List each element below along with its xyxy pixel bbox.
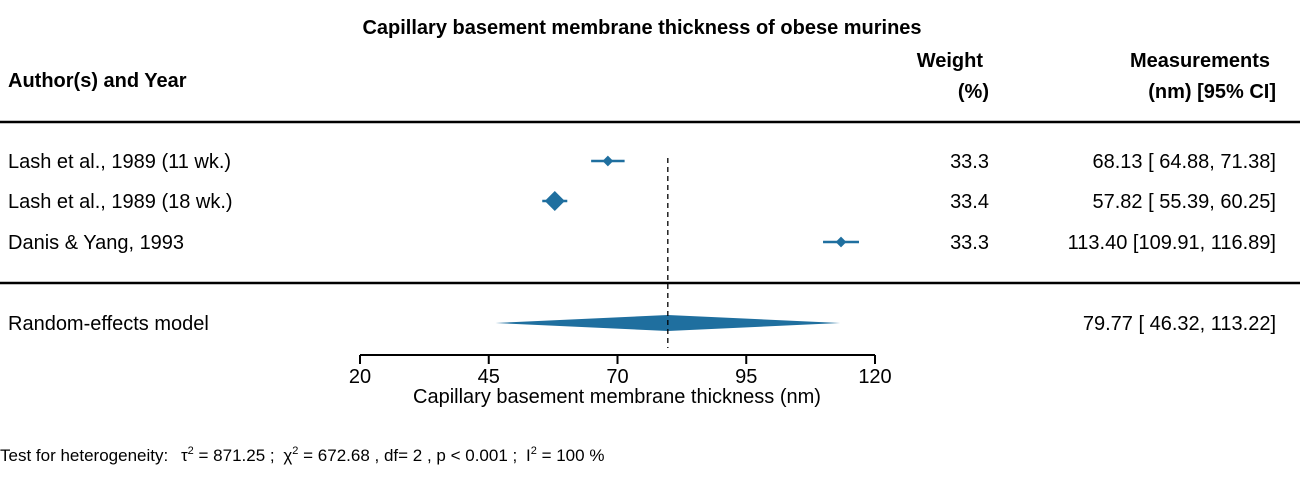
study-weight: 33.3	[950, 232, 989, 254]
x-tick-label: 45	[478, 366, 500, 388]
study-label: Lash et al., 1989 (18 wk.)	[8, 191, 233, 213]
study-weight: 33.3	[950, 151, 989, 173]
x-axis-label: Capillary basement membrane thickness (n…	[413, 386, 821, 408]
heterogeneity-tau2: = 871.25 ;	[199, 446, 275, 465]
summary-ci-text: 79.77 [ 46.32, 113.22]	[1083, 313, 1276, 335]
study-ci-text: 57.82 [ 55.39, 60.25]	[1093, 191, 1277, 213]
heterogeneity-prefix: Test for heterogeneity:	[0, 446, 168, 465]
plot-marks	[495, 155, 859, 348]
study-rows: Lash et al., 1989 (11 wk.) 33.3 68.13 [ 64…	[8, 151, 1276, 335]
study-label: Danis & Yang, 1993	[8, 232, 184, 254]
x-tick-label: 95	[735, 366, 757, 388]
x-axis: 20 45 70 95 120	[349, 354, 892, 388]
study-point	[835, 236, 847, 248]
column-header-weight-2: (%)	[958, 81, 989, 103]
summary-label: Random-effects model	[8, 313, 209, 335]
x-tick-label: 70	[606, 366, 628, 388]
x-tick-label: 20	[349, 366, 371, 388]
study-point	[602, 155, 614, 167]
study-label: Lash et al., 1989 (11 wk.)	[8, 151, 231, 173]
x-tick-label: 120	[858, 366, 891, 388]
column-header-weight-1: Weight	[917, 50, 984, 72]
heterogeneity-text: Test for heterogeneity: τ2 = 871.25 ; χ2…	[0, 439, 604, 465]
study-ci-text: 68.13 [ 64.88, 71.38]	[1093, 151, 1277, 173]
column-header-study: Author(s) and Year	[8, 70, 187, 92]
column-header-measure-1: Measurements	[1130, 50, 1270, 72]
chart-title: Capillary basement membrane thickness of…	[362, 17, 921, 39]
heterogeneity-i2: = 100 %	[542, 446, 605, 465]
study-point	[544, 191, 565, 211]
column-header-measure-2: (nm) [95% CI]	[1148, 81, 1276, 103]
study-weight: 33.4	[950, 191, 989, 213]
heterogeneity-chi2: = 672.68 , df= 2 , p < 0.001 ;	[303, 446, 517, 465]
study-ci-text: 113.40 [109.91, 116.89]	[1068, 232, 1276, 254]
